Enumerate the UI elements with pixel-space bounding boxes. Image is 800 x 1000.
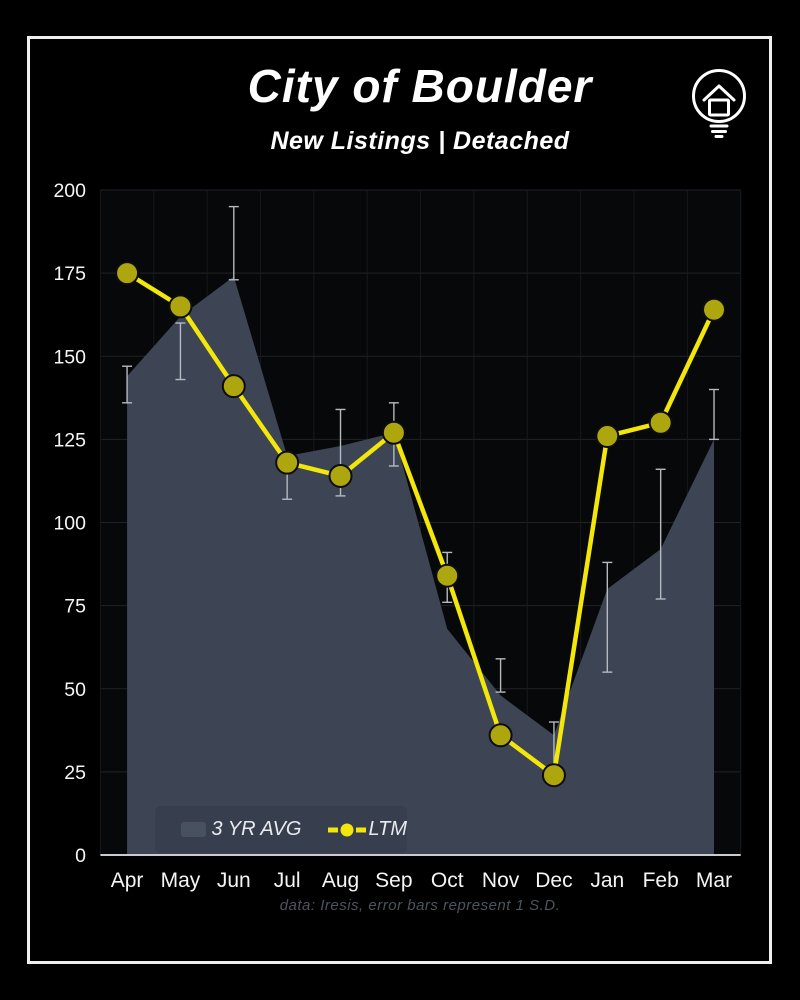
y-tick-label: 150 — [53, 346, 86, 368]
y-tick-label: 100 — [53, 513, 86, 535]
x-tick-label: Jan — [590, 869, 624, 892]
legend-avg-swatch — [181, 822, 207, 837]
x-tick-label: Sep — [375, 869, 412, 892]
ltm-marker — [648, 410, 673, 435]
x-tick-label: Oct — [431, 869, 464, 892]
page-subtitle: New Listings | Detached — [270, 126, 570, 155]
legend-avg-label: 3 YR AVG — [211, 818, 302, 840]
ltm-marker — [275, 450, 300, 475]
x-tick-label: May — [161, 869, 201, 892]
ltm-marker — [115, 261, 140, 286]
y-tick-label: 200 — [53, 180, 86, 202]
x-tick-label: Dec — [535, 869, 572, 892]
y-tick-label: 25 — [64, 762, 86, 784]
footer-note: data: Iresis, error bars represent 1 S.D… — [279, 897, 561, 914]
legend: 3 YR AVG LTM — [155, 806, 407, 853]
ltm-marker — [488, 723, 513, 748]
ltm-marker — [595, 424, 620, 449]
legend-ltm-line-icon — [327, 823, 367, 837]
ltm-marker — [168, 294, 193, 319]
x-tick-label: Feb — [643, 869, 679, 892]
ltm-marker — [328, 463, 353, 488]
y-tick-label: 50 — [64, 679, 86, 701]
header: City of Boulder New Listings | Detached — [40, 60, 800, 156]
y-tick-label: 0 — [75, 845, 86, 867]
y-tick-label: 175 — [53, 263, 86, 285]
x-tick-label: Apr — [111, 869, 144, 892]
y-tick-label: 125 — [53, 429, 86, 451]
ltm-marker — [435, 563, 460, 588]
page-title: City of Boulder — [247, 60, 593, 112]
x-tick-label: Jul — [274, 869, 301, 892]
y-tick-label: 75 — [64, 596, 86, 618]
legend-ltm-label: LTM — [368, 818, 407, 840]
x-tick-label: Nov — [482, 869, 520, 892]
ltm-marker — [381, 420, 406, 445]
x-tick-label: Aug — [322, 869, 359, 892]
lightbulb-house-logo-icon — [692, 69, 746, 138]
ltm-marker — [702, 297, 727, 322]
x-tick-label: Mar — [696, 869, 732, 892]
ltm-marker — [541, 763, 566, 788]
ltm-marker — [221, 374, 246, 399]
x-tick-label: Jun — [217, 869, 251, 892]
area-3yr-avg — [127, 276, 715, 855]
